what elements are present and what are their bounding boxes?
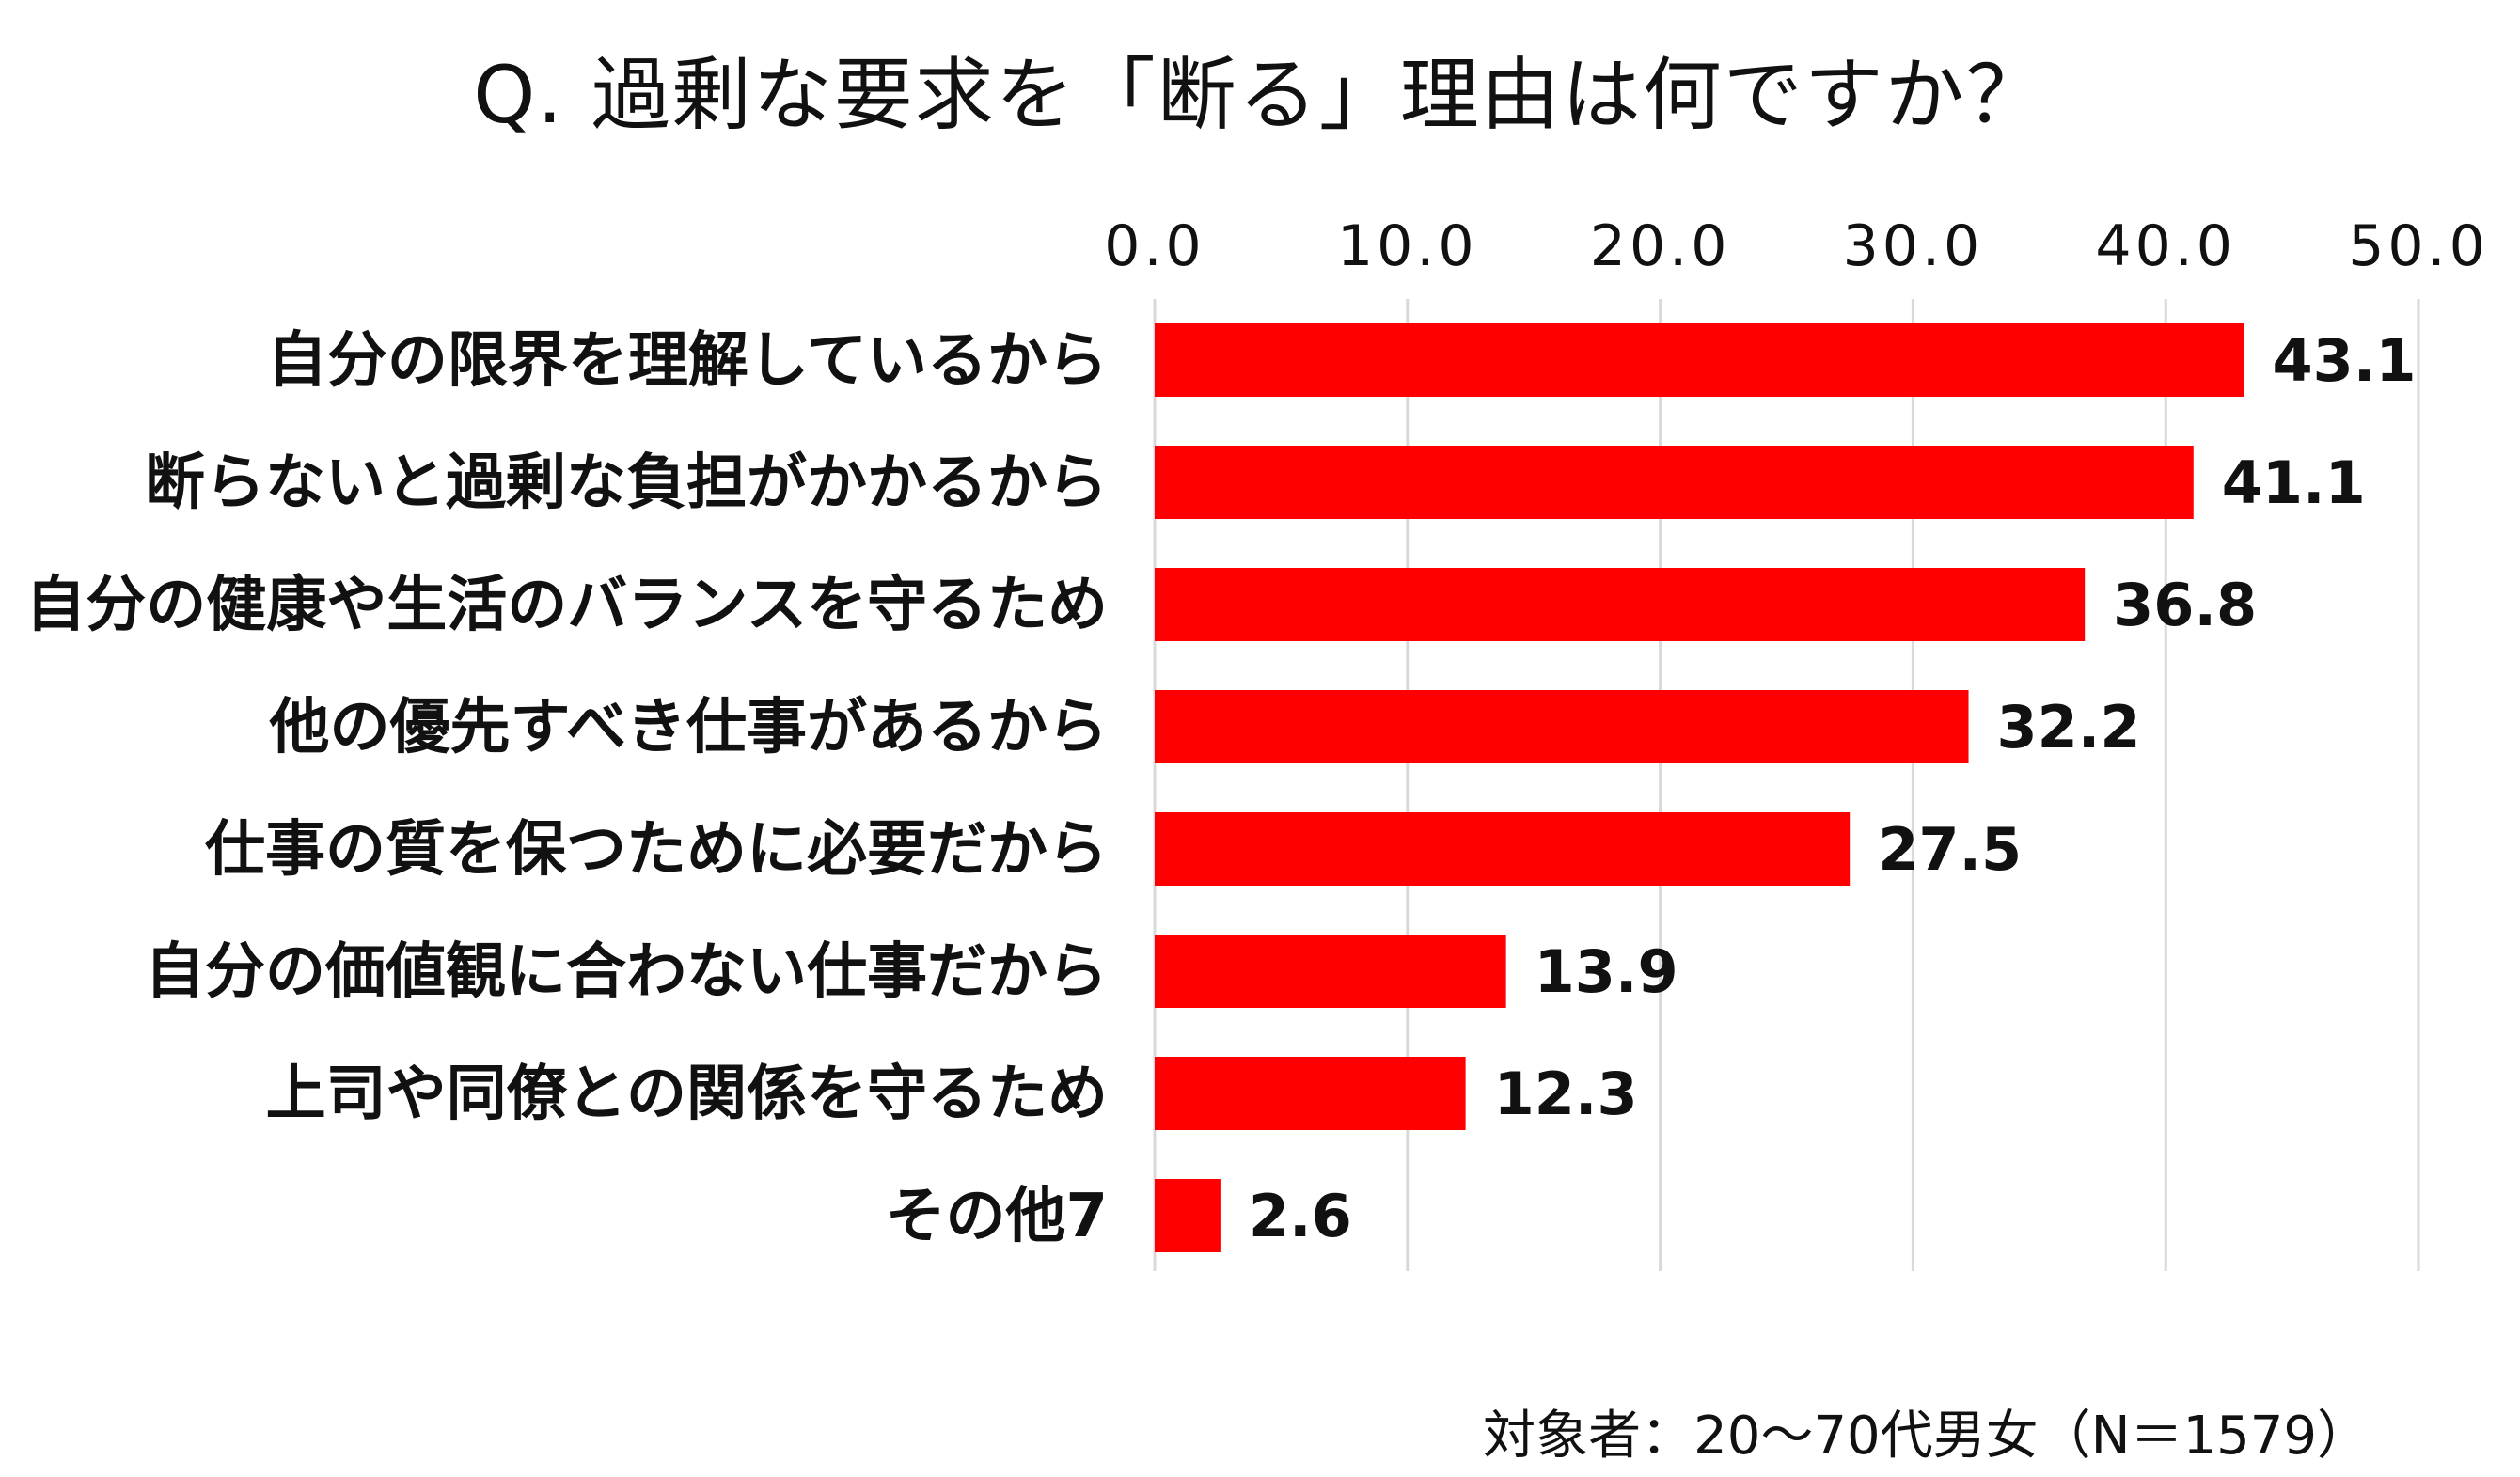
x-tick-label: 0.0	[1104, 213, 1205, 279]
category-label: 自分の価値観に合わない仕事だから	[145, 937, 1108, 1007]
x-tick-label: 10.0	[1337, 213, 1478, 279]
bar	[1155, 323, 2244, 397]
category-label: 自分の限界を理解しているから	[267, 326, 1108, 396]
data-label: 32.2	[1997, 693, 2141, 762]
chart-title: Q. 過剰な要求を「断る」理由は何ですか？	[473, 49, 2047, 141]
bar	[1155, 446, 2194, 519]
bar	[1155, 935, 1506, 1008]
bar	[1155, 1179, 1221, 1252]
bar	[1155, 812, 1851, 886]
category-label: 上司や同僚との関係を守るため	[266, 1060, 1108, 1129]
x-tick-label: 30.0	[1843, 213, 1984, 279]
bar	[1155, 690, 1969, 763]
data-label: 13.9	[1535, 937, 1678, 1006]
data-label: 27.5	[1878, 815, 2022, 884]
category-label: その他7	[885, 1182, 1108, 1251]
category-label: 断らないと過剰な負担がかかるから	[145, 448, 1108, 518]
data-label: 43.1	[2273, 326, 2417, 395]
x-tick-label: 20.0	[1590, 213, 1731, 279]
category-label: 自分の健康や生活のバランスを守るため	[25, 571, 1108, 640]
x-tick-label: 50.0	[2348, 213, 2489, 279]
data-label: 12.3	[1494, 1060, 1638, 1128]
x-tick-label: 40.0	[2095, 213, 2236, 279]
bar	[1155, 568, 2086, 641]
data-label: 36.8	[2113, 571, 2257, 639]
data-label: 41.1	[2222, 448, 2366, 517]
data-label: 2.6	[1249, 1182, 1352, 1250]
category-label: 仕事の質を保つために必要だから	[205, 815, 1108, 885]
footnote: 対象者：20～70代男女（N＝1579）	[1483, 1406, 2370, 1467]
category-label: 他の優先すべき仕事があるから	[268, 693, 1108, 762]
bar	[1155, 1057, 1466, 1130]
